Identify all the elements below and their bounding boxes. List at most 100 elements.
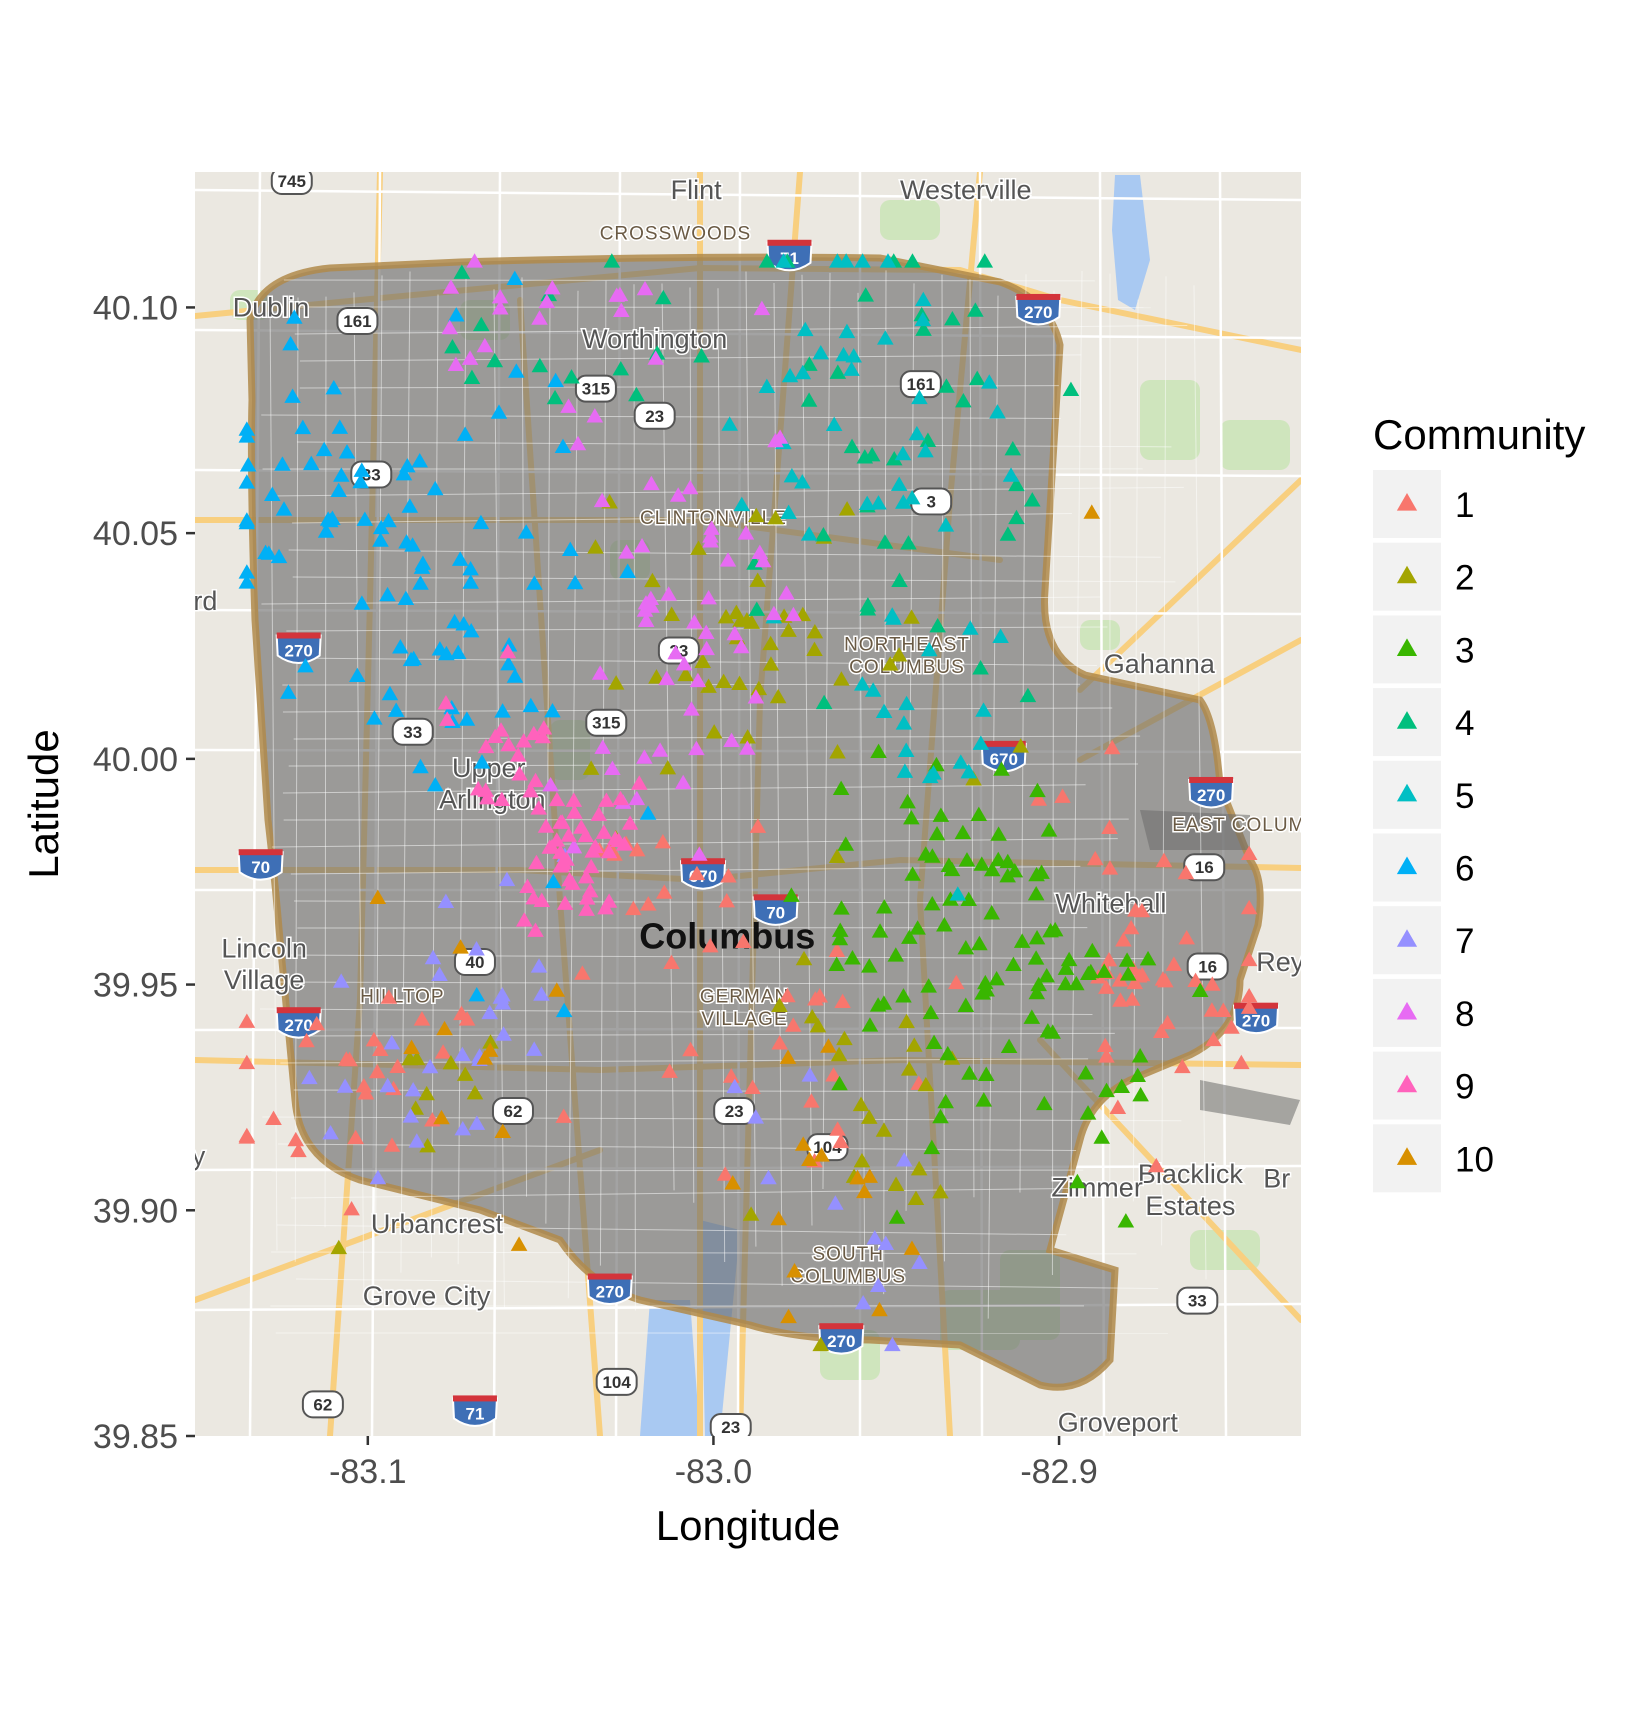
park-area: [1080, 620, 1120, 650]
community-point: [569, 435, 587, 451]
community-point: [297, 658, 314, 673]
community-point: [915, 291, 932, 307]
community-point: [907, 1190, 925, 1206]
community-point: [1191, 982, 1209, 998]
community-point: [702, 533, 719, 548]
community-point: [895, 494, 912, 509]
map-panel[interactable]: 7127027027067067070270270270270717074516…: [192, 168, 1306, 1440]
community-point: [1115, 932, 1132, 947]
route-shield: 62: [301, 1390, 344, 1419]
community-point: [1133, 966, 1151, 982]
community-point: [800, 392, 818, 407]
community-point: [908, 425, 926, 441]
community-point: [957, 997, 975, 1012]
legend-label: 10: [1455, 1140, 1494, 1179]
community-point: [619, 563, 636, 578]
community-point: [897, 742, 915, 757]
community-point: [1012, 738, 1029, 753]
community-point: [495, 1026, 512, 1041]
community-point: [797, 321, 814, 337]
community-point: [719, 552, 737, 567]
community-point: [491, 300, 509, 315]
interstate-shield-number: 270: [285, 1016, 313, 1035]
community-point: [903, 1240, 921, 1255]
community-series-9: [437, 643, 648, 937]
community-point: [737, 525, 755, 540]
community-point: [942, 891, 959, 906]
x-tick-label: -83.0: [675, 1453, 753, 1491]
community-point: [389, 1058, 406, 1074]
community-point: [806, 641, 823, 657]
route-shield: 16: [1186, 952, 1229, 981]
community-point: [720, 868, 737, 883]
legend-key-triangle: [1396, 493, 1418, 511]
x-axis: -83.1 -83.0 -82.9: [329, 1436, 1098, 1491]
district-label: COLUMBUS: [849, 657, 965, 678]
route-shield: 62: [491, 1096, 534, 1125]
community-point: [932, 1183, 949, 1199]
community-point: [1005, 956, 1022, 971]
community-point: [594, 739, 611, 754]
community-point: [829, 364, 847, 379]
community-point: [901, 929, 918, 944]
place-label: Lincoln: [221, 933, 307, 963]
community-point: [854, 253, 871, 268]
community-point: [1096, 1037, 1114, 1053]
community-point: [1165, 956, 1183, 971]
community-point: [688, 740, 705, 756]
legend-entry-4: 4: [1373, 688, 1474, 757]
legend-key-triangle: [1396, 638, 1418, 656]
community-point: [462, 560, 479, 576]
park-area: [1140, 380, 1200, 460]
community-point: [238, 1127, 256, 1143]
community-point: [694, 653, 712, 668]
community-point: [831, 930, 849, 946]
community-point: [544, 703, 561, 718]
community-point: [315, 441, 333, 457]
legend-entry-6: 6: [1373, 833, 1474, 902]
community-point: [1079, 1105, 1097, 1120]
community-point: [577, 827, 595, 843]
community-point: [582, 760, 600, 775]
community-point: [476, 337, 494, 353]
community-series-2: [330, 494, 1029, 1352]
community-point: [936, 917, 953, 932]
route-shield-number: 33: [403, 723, 422, 742]
community-point: [999, 526, 1017, 541]
community-point: [548, 791, 566, 807]
community-point: [1240, 845, 1258, 861]
community-point: [937, 517, 955, 532]
community-point: [566, 804, 583, 819]
community-point: [454, 1120, 472, 1136]
y-axis: 39.85 39.90 39.95 40.00 40.05 40.10: [93, 289, 195, 1456]
community-point: [1240, 899, 1258, 915]
community-point: [705, 724, 723, 739]
community-point: [308, 1015, 326, 1031]
community-point: [884, 1336, 901, 1352]
community-point: [564, 875, 581, 890]
community-point: [658, 670, 675, 686]
route-shield-number: 315: [592, 714, 620, 733]
community-point: [526, 575, 543, 590]
community-point: [794, 474, 811, 489]
community-point: [981, 374, 998, 389]
community-point: [238, 574, 256, 589]
community-point: [1112, 992, 1129, 1007]
community-point: [748, 507, 765, 523]
community-point: [586, 408, 604, 423]
tract-line: [294, 297, 299, 1262]
community-point: [338, 444, 356, 459]
community-point: [546, 389, 564, 405]
community-point: [454, 1046, 471, 1062]
community-point: [531, 357, 549, 373]
community-point: [825, 416, 843, 431]
community-point: [1024, 492, 1041, 507]
tract-line: [283, 279, 1095, 282]
community-point: [962, 620, 979, 635]
community-point: [1132, 1086, 1149, 1102]
community-point: [402, 1108, 420, 1123]
community-point: [954, 824, 972, 840]
community-point: [442, 1055, 460, 1070]
city-boundary-fragment: [1140, 810, 1250, 850]
community-point: [1154, 971, 1172, 986]
